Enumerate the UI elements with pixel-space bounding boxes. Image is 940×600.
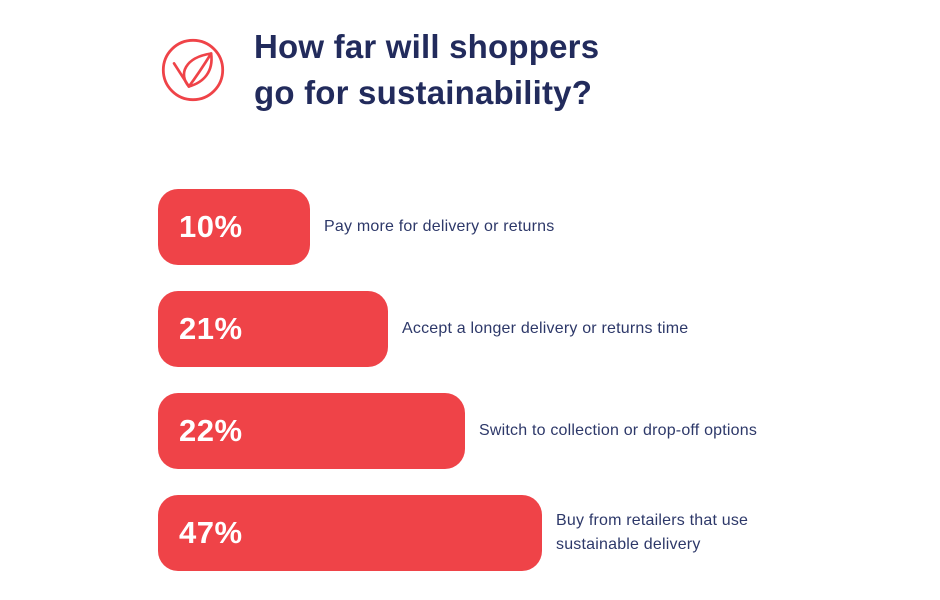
bar-category-label: Accept a longer delivery or returns time	[402, 320, 689, 337]
bar-value-label: 10%	[179, 209, 243, 244]
bar-value-label: 22%	[179, 413, 243, 448]
bar-pay-more: 10%	[158, 189, 310, 265]
bar-collection-dropoff: 22%	[158, 393, 465, 469]
page-title: How far will shoppers go for sustainabil…	[254, 24, 599, 116]
bar-category-label: Switch to collection or drop-off options	[479, 422, 758, 439]
bar-value-label: 47%	[179, 515, 243, 550]
bar-row: 47% Buy from retailers that use sustaina…	[158, 495, 757, 571]
bar-row: 22% Switch to collection or drop-off opt…	[158, 393, 757, 469]
bar-category-label: Buy from retailers that use sustainable …	[556, 512, 749, 553]
bar-chart: 10% Pay more for delivery or returns 21%…	[158, 189, 757, 597]
bar-row: 10% Pay more for delivery or returns	[158, 189, 757, 265]
leaf-icon	[161, 38, 225, 102]
bar-sustainable-retailers: 47%	[158, 495, 542, 571]
bar-category-label: Pay more for delivery or returns	[324, 218, 555, 235]
bar-longer-delivery: 21%	[158, 291, 388, 367]
bar-row: 21% Accept a longer delivery or returns …	[158, 291, 757, 367]
header: How far will shoppers go for sustainabil…	[160, 24, 599, 116]
page-title-line-2: go for sustainability?	[254, 74, 593, 111]
bar-value-label: 21%	[179, 311, 243, 346]
page-title-line-1: How far will shoppers	[254, 28, 600, 65]
